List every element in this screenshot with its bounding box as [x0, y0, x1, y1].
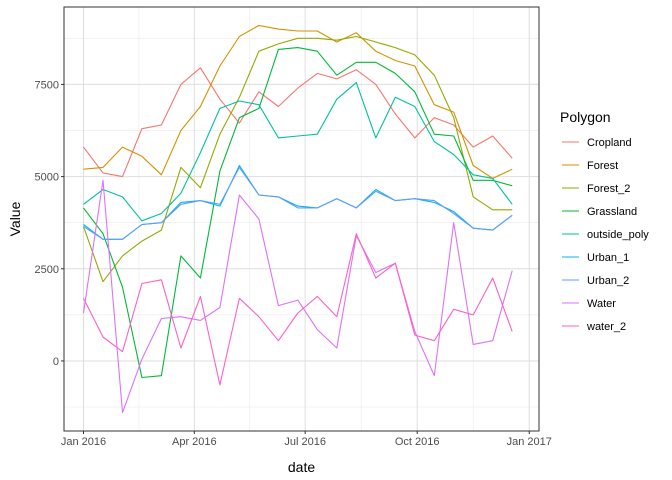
legend-label-water: Water — [587, 298, 616, 310]
legend-label-urban-2: Urban_2 — [587, 275, 629, 287]
legend-item-urban-2: Urban_2 — [562, 275, 629, 287]
y-tick-label: 0 — [53, 356, 59, 368]
y-tick-label: 7500 — [35, 79, 59, 91]
y-tick-label: 5000 — [35, 172, 59, 184]
legend-label-cropland: Cropland — [587, 137, 632, 149]
panel-border — [63, 6, 540, 432]
legend-item-forest-2: Forest_2 — [562, 183, 630, 195]
x-tick-label: Jan 2016 — [61, 436, 106, 448]
x-tick-label: Oct 2016 — [395, 436, 440, 448]
series-line-urban-2 — [83, 166, 513, 240]
legend-item-grassland: Grassland — [562, 206, 637, 218]
legend-items: Cropland Forest Forest_2 Grassland outside_p… — [562, 137, 649, 333]
legend: Polygon Cropland Forest Forest_2 Grassland o… — [560, 109, 649, 333]
legend-label-forest-2: Forest_2 — [587, 183, 630, 195]
x-axis-title: date — [288, 459, 315, 475]
series-line-water — [82, 179, 513, 414]
series-line-grassland — [83, 47, 513, 379]
x-tick-label: Apr 2016 — [172, 436, 217, 448]
x-tick-label: Jul 2016 — [284, 436, 326, 448]
x-tick-label: Jan 2017 — [507, 436, 552, 448]
legend-label-water-2: water_2 — [586, 321, 626, 333]
y-axis-title: Value — [7, 201, 23, 236]
x-tick-labels: Jan 2016 Apr 2016 Jul 2016 Oct 2016 Jan 2017 — [61, 436, 552, 448]
legend-label-outside-poly: outside_poly — [587, 229, 649, 241]
axis-ticks — [61, 83, 530, 434]
series-line-forest — [83, 24, 513, 179]
y-tick-labels: 0 2500 5000 7500 — [35, 79, 59, 368]
series-lines — [82, 24, 513, 414]
legend-item-water-2: water_2 — [562, 321, 626, 333]
legend-label-urban-1: Urban_1 — [587, 252, 629, 264]
legend-item-cropland: Cropland — [562, 137, 632, 149]
y-tick-label: 2500 — [35, 264, 59, 276]
series-line-water-2 — [83, 233, 513, 386]
legend-title: Polygon — [560, 109, 611, 125]
gridlines — [64, 7, 539, 431]
legend-label-grassland: Grassland — [587, 206, 637, 218]
legend-item-water: Water — [562, 298, 616, 310]
legend-item-outside-poly: outside_poly — [562, 229, 649, 241]
series-line-forest-2 — [82, 35, 513, 283]
legend-label-forest: Forest — [587, 160, 618, 172]
legend-item-forest: Forest — [562, 160, 618, 172]
legend-item-urban-1: Urban_1 — [562, 252, 629, 264]
series-line-cropland — [83, 67, 513, 178]
series-line-outside-poly — [83, 82, 513, 222]
